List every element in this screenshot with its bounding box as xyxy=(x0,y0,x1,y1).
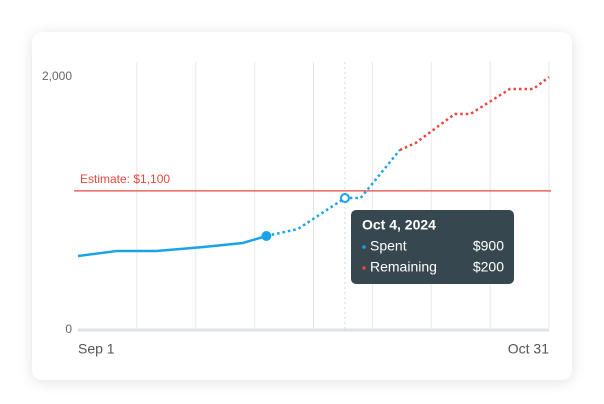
tooltip-dot xyxy=(362,266,366,270)
tooltip-name: Remaining xyxy=(370,259,437,275)
tooltip-name: Spent xyxy=(370,238,407,254)
x-tick-label: Sep 1 xyxy=(78,341,115,357)
tooltip: Oct 4, 2024 Spent $900 Remaining $200 xyxy=(351,210,514,284)
tooltip-value: $200 xyxy=(473,259,504,275)
tooltip-title: Oct 4, 2024 xyxy=(362,217,436,233)
series-line xyxy=(77,234,267,258)
tooltip-box xyxy=(351,210,514,284)
y-tick-label: 0 xyxy=(65,322,72,336)
tooltip-value: $900 xyxy=(473,238,504,254)
x-tick-label: Oct 31 xyxy=(508,341,549,357)
y-tick-label: 2,000 xyxy=(42,69,72,83)
today-marker xyxy=(261,231,272,242)
estimate-label: Estimate: $1,100 xyxy=(80,172,170,186)
tooltip-dot xyxy=(362,245,366,249)
series-line xyxy=(399,76,550,152)
hover-marker xyxy=(339,193,350,204)
card xyxy=(32,32,572,380)
